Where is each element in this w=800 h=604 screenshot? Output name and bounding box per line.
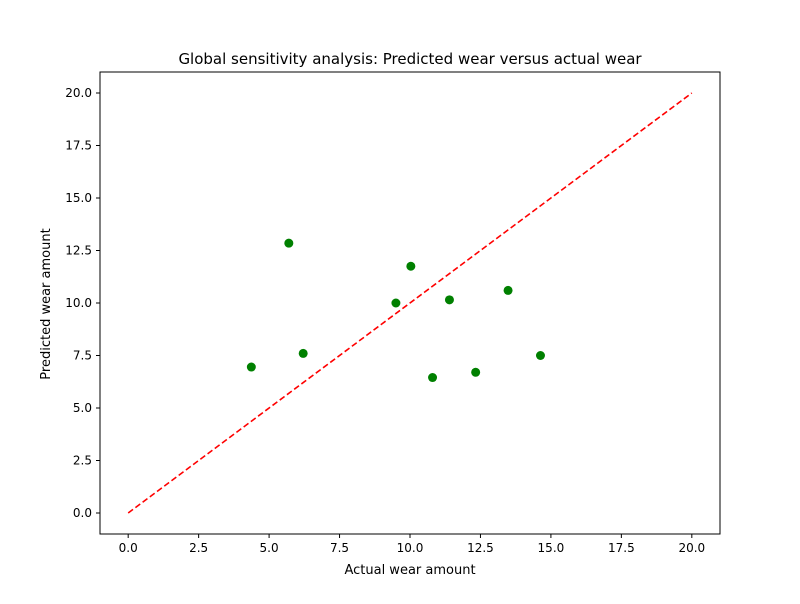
x-tick-label: 10.0: [397, 541, 424, 555]
data-point: [406, 261, 416, 271]
x-tick-label: 12.5: [467, 541, 494, 555]
data-point: [391, 298, 401, 308]
data-point: [503, 285, 513, 295]
data-point: [428, 373, 438, 383]
reference-line: [127, 92, 693, 514]
data-point: [444, 295, 454, 305]
y-tick-label: 2.5: [73, 454, 92, 468]
x-tick-label: 0.0: [119, 541, 138, 555]
chart-title: Global sensitivity analysis: Predicted w…: [178, 50, 642, 68]
x-tick-label: 15.0: [538, 541, 565, 555]
y-tick-label: 20.0: [65, 86, 92, 100]
data-point: [246, 362, 256, 372]
y-tick-label: 17.5: [65, 139, 92, 153]
x-tick-label: 20.0: [678, 541, 705, 555]
x-tick-label: 2.5: [189, 541, 208, 555]
x-tick-label: 7.5: [330, 541, 349, 555]
data-point: [298, 348, 308, 358]
plot-area: 0.0 2.5 5.0 7.5 10.0 12.5 15.0 17.5 20.0 0.0 2.5 5.…: [65, 71, 721, 555]
y-tick-label: 12.5: [65, 244, 92, 258]
data-point: [471, 367, 481, 377]
y-tick-label: 5.0: [73, 401, 92, 415]
y-tick-label: 15.0: [65, 191, 92, 205]
x-axis-label: Actual wear amount: [344, 563, 475, 578]
x-tick-label: 5.0: [260, 541, 279, 555]
data-point: [535, 351, 545, 360]
y-tick-label: 0.0: [73, 506, 92, 520]
y-tick-label: 7.5: [73, 349, 92, 363]
data-point: [284, 238, 294, 248]
y-axis-label: Predicted wear amount: [39, 228, 54, 379]
y-tick-label: 10.0: [65, 296, 92, 310]
x-tick-label: 17.5: [608, 541, 635, 555]
